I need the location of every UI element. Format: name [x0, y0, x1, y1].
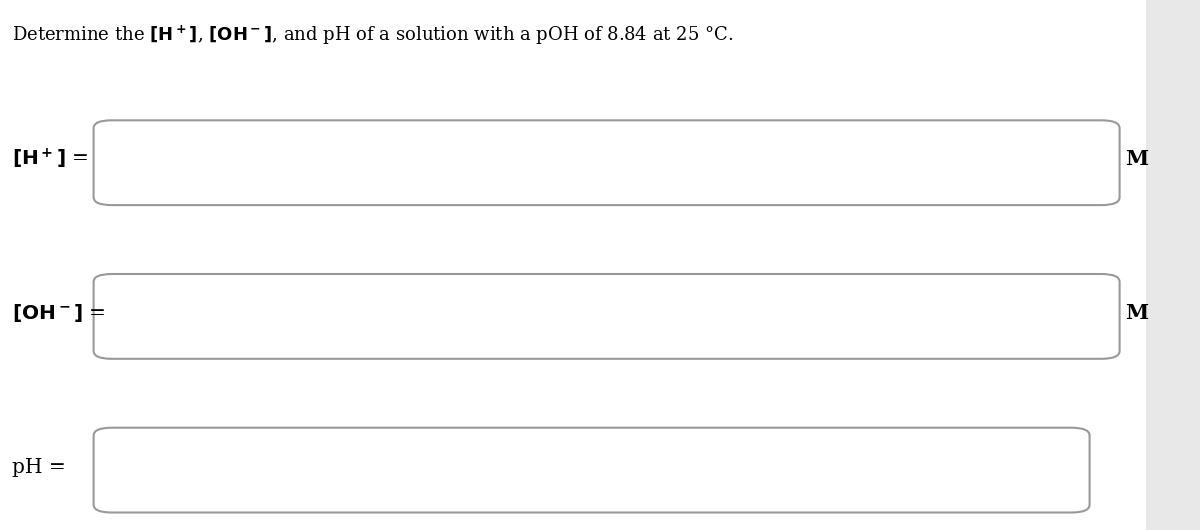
FancyBboxPatch shape	[94, 428, 1090, 513]
Text: pH =: pH =	[12, 458, 66, 477]
Text: M: M	[1126, 149, 1148, 169]
FancyBboxPatch shape	[94, 120, 1120, 205]
Text: Determine the $\mathbf{[H^+]}$, $\mathbf{[OH^-]}$, and pH of a solution with a p: Determine the $\mathbf{[H^+]}$, $\mathbf…	[12, 24, 733, 47]
Bar	[1146, 0, 1200, 530]
Text: $\mathbf{[H^+]}$ =: $\mathbf{[H^+]}$ =	[12, 147, 89, 171]
FancyBboxPatch shape	[94, 274, 1120, 359]
Text: $\mathbf{[OH^-]}$ =: $\mathbf{[OH^-]}$ =	[12, 302, 106, 324]
Text: M: M	[1126, 303, 1148, 323]
